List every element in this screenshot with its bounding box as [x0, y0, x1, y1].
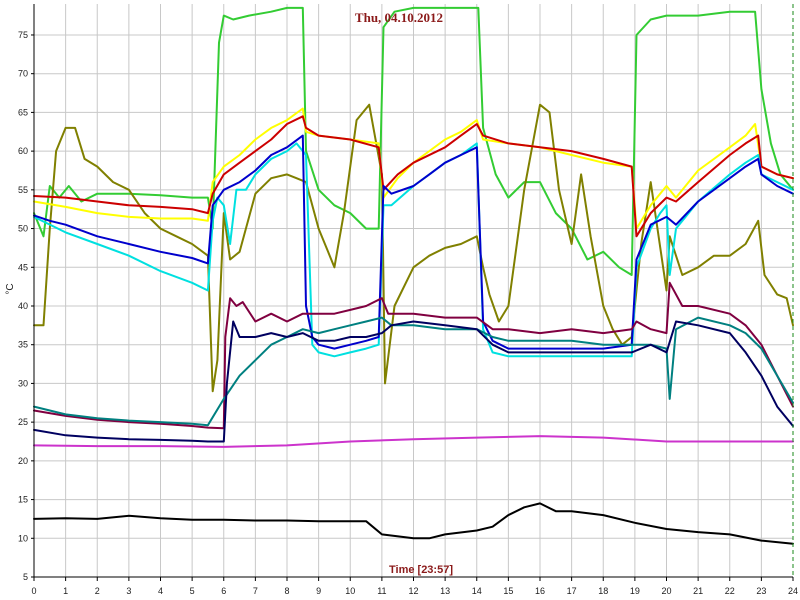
- x-tick-label-22: 22: [725, 586, 735, 596]
- series-line-8: [33, 316, 794, 427]
- y-tick-label-70: 70: [18, 69, 28, 79]
- x-tick-label-12: 12: [408, 586, 418, 596]
- x-tick-label-6: 6: [221, 586, 226, 596]
- x-tick-label-0: 0: [31, 586, 36, 596]
- y-tick-label-50: 50: [18, 224, 28, 234]
- series-line-2: [33, 103, 794, 393]
- y-tick-label-40: 40: [18, 301, 28, 311]
- series-line-9: [33, 320, 794, 443]
- series-layer: [33, 6, 794, 545]
- series-line-5: [33, 142, 794, 358]
- x-tick-label-16: 16: [535, 586, 545, 596]
- y-tick-label-35: 35: [18, 340, 28, 350]
- y-tick-label-65: 65: [18, 107, 28, 117]
- x-tick-label-19: 19: [630, 586, 640, 596]
- y-tick-label-5: 5: [23, 572, 28, 582]
- y-tick-label-55: 55: [18, 185, 28, 195]
- x-tick-label-1: 1: [63, 586, 68, 596]
- axes: [31, 4, 794, 581]
- x-tick-label-4: 4: [158, 586, 163, 596]
- y-axis-label: °C: [5, 283, 16, 294]
- series-line-1: [33, 6, 794, 276]
- x-tick-label-5: 5: [190, 586, 195, 596]
- series-line-11: [33, 502, 794, 545]
- x-tick-label-17: 17: [567, 586, 577, 596]
- y-tick-label-30: 30: [18, 378, 28, 388]
- y-tick-label-45: 45: [18, 262, 28, 272]
- series-line-7: [33, 281, 794, 430]
- x-tick-label-21: 21: [693, 586, 703, 596]
- x-tick-label-20: 20: [661, 586, 671, 596]
- series-line-6: [33, 134, 794, 350]
- x-tick-label-13: 13: [440, 586, 450, 596]
- y-tick-label-75: 75: [18, 30, 28, 40]
- x-axis-label: Time [23:57]: [389, 564, 453, 576]
- x-tick-label-2: 2: [95, 586, 100, 596]
- series-line-4: [33, 115, 794, 238]
- y-tick-label-25: 25: [18, 417, 28, 427]
- x-tick-label-3: 3: [126, 586, 131, 596]
- x-tick-label-24: 24: [788, 586, 798, 596]
- x-tick-label-14: 14: [472, 586, 482, 596]
- chart-title: Thu, 04.10.2012: [355, 10, 443, 25]
- grid-lines: [34, 4, 793, 577]
- series-line-10: [33, 435, 794, 448]
- x-tick-label-7: 7: [253, 586, 258, 596]
- y-tick-label-10: 10: [18, 533, 28, 543]
- x-tick-label-10: 10: [345, 586, 355, 596]
- x-tick-label-8: 8: [284, 586, 289, 596]
- x-tick-label-18: 18: [598, 586, 608, 596]
- y-tick-label-15: 15: [18, 495, 28, 505]
- x-tick-label-23: 23: [756, 586, 766, 596]
- y-tick-label-20: 20: [18, 456, 28, 466]
- tick-labels: 0 1 2 3 4 5 6 7 8 9 10 11 12 13 14 15 16 17 18 19 20 21 22 23 24…: [18, 30, 798, 596]
- y-tick-label-60: 60: [18, 146, 28, 156]
- x-tick-label-15: 15: [503, 586, 513, 596]
- x-tick-label-11: 11: [377, 586, 386, 596]
- x-tick-label-9: 9: [316, 586, 321, 596]
